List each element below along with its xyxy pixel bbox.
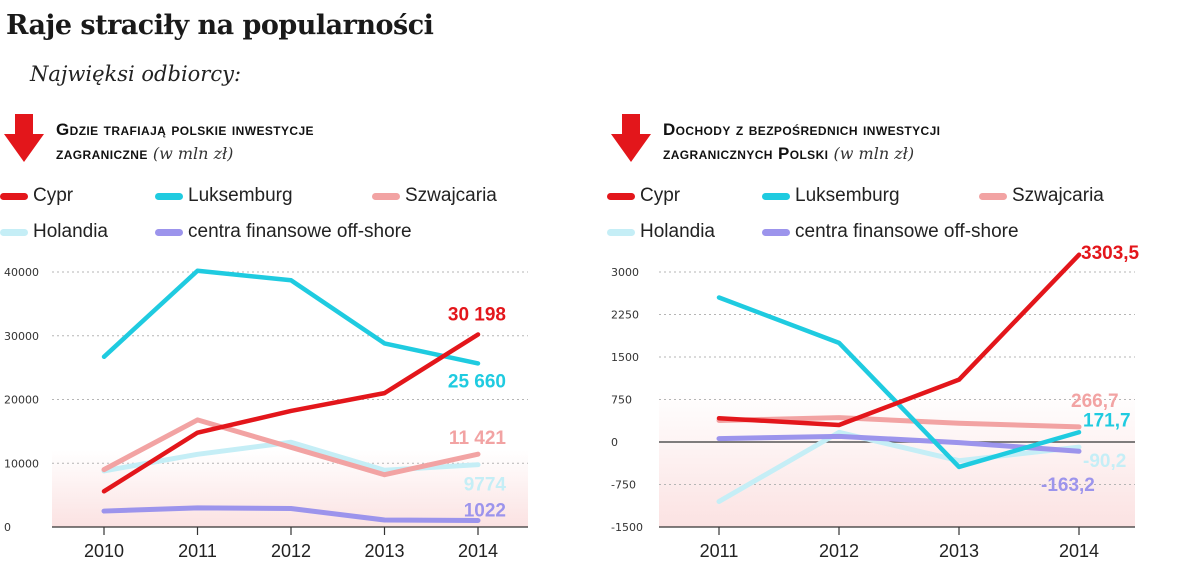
y-tick-label: 2250	[611, 309, 639, 322]
x-tick-label: 2012	[819, 541, 859, 561]
legend: Cypr Luksemburg Szwajcaria Holandia centra f…	[607, 178, 1167, 258]
legend-label: Holandia	[640, 221, 715, 242]
series-line-holandia	[716, 429, 1082, 504]
series-line-luksemburg	[716, 295, 1082, 470]
down-arrow-icon	[611, 114, 651, 162]
legend-item-centra-finansowe-off-shore: centra finansowe off-shore	[762, 214, 1019, 250]
data-label-luksemburg: 25 660	[448, 371, 506, 392]
chart-unit: (w mln zł)	[152, 144, 234, 163]
down-arrow-shape	[4, 114, 44, 162]
x-tick-label: 2013	[939, 541, 979, 561]
y-tick-label: 750	[611, 394, 632, 407]
x-tick-label: 2011	[178, 541, 217, 561]
legend-item-centra-finansowe-off-shore: centra finansowe off-shore	[155, 214, 412, 250]
legend-item-holandia: Holandia	[0, 214, 108, 250]
y-tick-label: -1500	[611, 521, 643, 534]
legend-swatch	[155, 228, 183, 236]
x-tick-label: 2013	[364, 541, 404, 561]
legend-swatch	[607, 192, 635, 200]
chart-panel-income: Dochody z bezpośrednich inwestycji zagra…	[607, 112, 1167, 578]
legend-item-luksemburg: Luksemburg	[762, 178, 900, 214]
series-line-cypr	[716, 252, 1082, 428]
x-tick-label: 2010	[84, 541, 124, 561]
y-tick-label: 10000	[4, 457, 39, 470]
legend-swatch	[607, 228, 635, 236]
legend-label: Szwajcaria	[1012, 185, 1104, 206]
data-label-cypr: 3303,5	[1081, 243, 1140, 264]
legend-swatch	[762, 192, 790, 200]
legend-label: Cypr	[33, 185, 74, 206]
x-tick-label: 2011	[700, 541, 739, 561]
legend-label: Luksemburg	[188, 185, 293, 206]
legend-label: Cypr	[640, 185, 681, 206]
chart-title: Dochody z bezpośrednich inwestycji zagra…	[663, 118, 940, 166]
legend-item-szwajcaria: Szwajcaria	[372, 178, 497, 214]
legend: Cypr Luksemburg Szwajcaria Holandia centra f…	[0, 178, 560, 258]
line-chart: -1500 -750 0 750 1500 2250 3000 2011 2012 2013 201…	[611, 243, 1140, 561]
x-tick-label: 2012	[271, 541, 311, 561]
legend-label: centra finansowe off-shore	[795, 221, 1019, 242]
line-chart: 0 10000 20000 30000 40000 2010 2011 2012 2013 201…	[4, 266, 528, 561]
legend-swatch	[0, 228, 28, 236]
data-label-szwajcaria: 11 421	[449, 428, 506, 449]
y-tick-label: 0	[4, 521, 11, 534]
chart-title: Gdzie trafiają polskie inwestycje zagran…	[56, 118, 314, 166]
data-label-luksemburg: 171,7	[1083, 410, 1131, 431]
data-label-cypr: 30 198	[448, 304, 506, 325]
legend-item-luksemburg: Luksemburg	[155, 178, 293, 214]
data-label-centra-finansowe-off-shore: -163,2	[1041, 475, 1095, 496]
legend-label: Luksemburg	[795, 185, 900, 206]
series-line-szwajcaria	[716, 415, 1082, 430]
data-label-holandia: -90,2	[1083, 451, 1126, 472]
y-tick-label: 30000	[4, 330, 39, 343]
chart-title-line1: Dochody z bezpośrednich inwestycji	[663, 120, 941, 139]
data-label-centra-finansowe-off-shore: 1022	[464, 500, 506, 521]
y-tick-label: 40000	[4, 266, 39, 279]
x-tick-label: 2014	[458, 541, 498, 561]
shaded-band	[659, 391, 1135, 527]
data-label-holandia: 9774	[464, 475, 507, 496]
legend-item-szwajcaria: Szwajcaria	[979, 178, 1104, 214]
y-tick-label: -750	[611, 479, 636, 492]
y-tick-label: 3000	[611, 266, 639, 279]
series-line-centra-finansowe-off-shore	[716, 433, 1082, 454]
x-tick-label: 2014	[1059, 541, 1099, 561]
legend-label: Szwajcaria	[405, 185, 497, 206]
series-line-luksemburg	[101, 268, 481, 366]
series-line-centra-finansowe-off-shore	[101, 505, 481, 523]
legend-swatch	[762, 228, 790, 236]
legend-label: Holandia	[33, 221, 108, 242]
y-tick-label: 0	[611, 436, 618, 449]
y-tick-label: 20000	[4, 394, 39, 407]
down-arrow-icon	[4, 114, 44, 162]
chart-title-line2: zagraniczne	[56, 144, 148, 163]
chart-title-line1: Gdzie trafiają polskie inwestycje	[56, 120, 314, 139]
legend-item-cypr: Cypr	[0, 178, 73, 214]
down-arrow-shape	[611, 114, 651, 162]
data-label-szwajcaria: 266,7	[1071, 391, 1119, 412]
legend-label: centra finansowe off-shore	[188, 221, 412, 242]
legend-swatch	[0, 192, 28, 200]
chart-panel-investments: Gdzie trafiają polskie inwestycje zagran…	[0, 112, 560, 578]
page-title: Raje straciły na popularności	[6, 10, 434, 41]
chart-unit: (w mln zł)	[833, 144, 915, 163]
legend-item-holandia: Holandia	[607, 214, 715, 250]
series-line-cypr	[101, 332, 481, 494]
chart-title-line2: zagranicznych Polski	[663, 144, 829, 163]
legend-swatch	[372, 192, 400, 200]
series-line-szwajcaria	[101, 417, 481, 478]
legend-item-cypr: Cypr	[607, 178, 680, 214]
y-tick-label: 1500	[611, 351, 639, 364]
legend-swatch	[155, 192, 183, 200]
page-subtitle: Najwięksi odbiorcy:	[30, 62, 242, 86]
legend-swatch	[979, 192, 1007, 200]
